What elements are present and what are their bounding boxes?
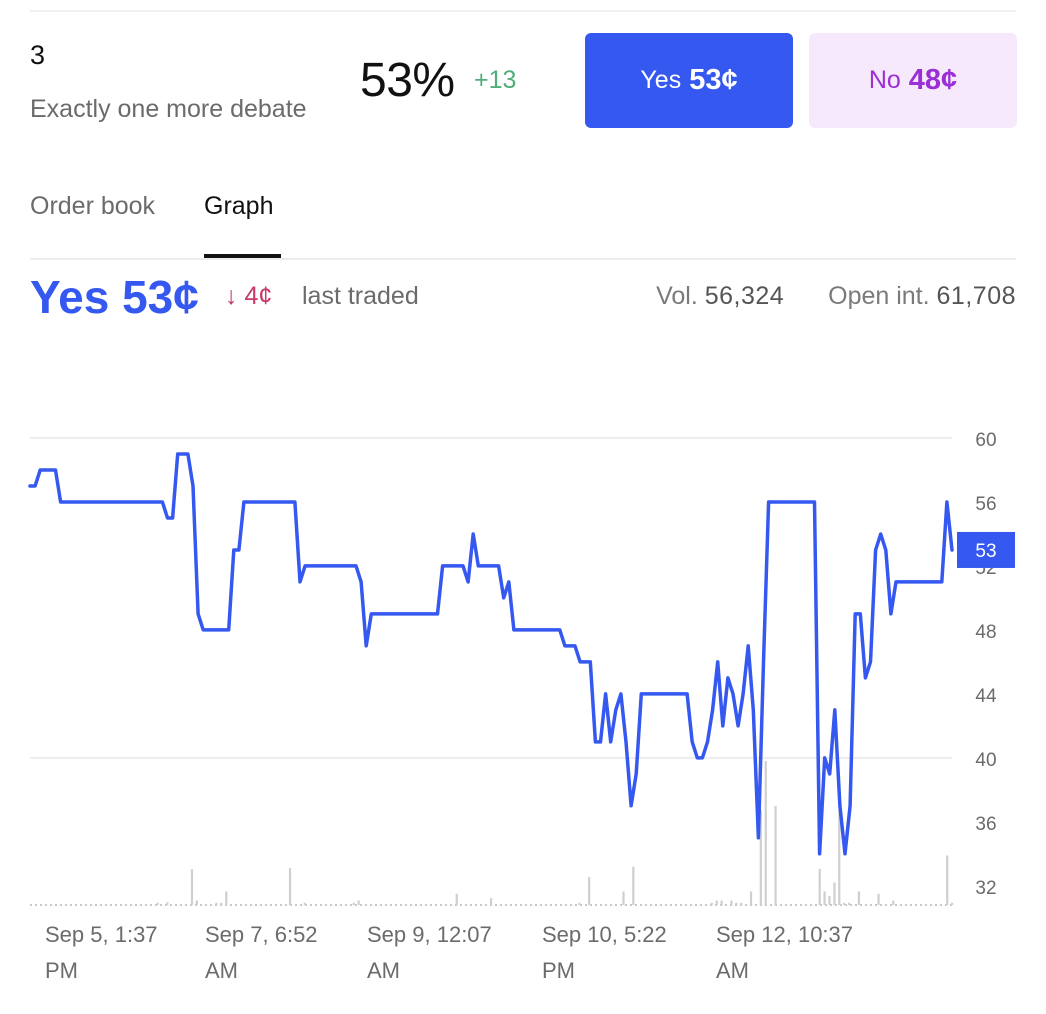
current-price-badge (957, 531, 1015, 568)
volume-bar (838, 810, 841, 905)
volume-bar (857, 891, 861, 905)
volume-bar (622, 891, 625, 905)
y-tick-label: 36 (975, 814, 996, 835)
outcome-number: 3 (30, 40, 46, 70)
volume-bar (774, 806, 777, 905)
volume-bar (715, 900, 718, 905)
volume-label: Vol. (656, 282, 698, 310)
volume-bar (166, 902, 169, 905)
volume-bar (352, 902, 355, 905)
open-interest-value: 61,708 (936, 282, 1016, 310)
volume-bar (735, 902, 738, 905)
volume-bar (823, 891, 826, 905)
y-tick-label: 32 (975, 878, 996, 899)
yes-label: Yes (640, 66, 682, 94)
tab-graph[interactable]: Graph (204, 192, 274, 220)
volume-bar (764, 761, 767, 905)
volume-bar (455, 893, 458, 905)
volume-bar (490, 898, 493, 905)
x-tick-label: Sep 10, 5:22 (542, 922, 667, 947)
volume-value: 56,324 (704, 282, 785, 310)
x-tick-label: Sep 12, 10:37 (716, 922, 853, 947)
current-price-label: 53 (975, 541, 996, 562)
volume-bar (578, 902, 581, 905)
volume-bar (195, 900, 198, 905)
volume-bar (749, 891, 753, 905)
y-tick-label: 44 (975, 686, 997, 707)
y-tick-label: 56 (975, 494, 996, 515)
volume-bar (892, 900, 895, 905)
volume-bar (288, 868, 292, 905)
price-change: ↓ 4¢ (225, 282, 273, 310)
volume-bar (759, 810, 762, 905)
x-tick-label: Sep 9, 12:07 (367, 922, 492, 947)
active-tab-indicator (204, 254, 281, 258)
outcome-title: Exactly one more debate (30, 95, 307, 123)
top-divider (30, 10, 1016, 12)
volume-bar (720, 900, 723, 905)
last-price: Yes 53¢ (30, 271, 199, 323)
chance-change: +13 (474, 66, 517, 94)
x-tick-label: Sep 7, 6:52 (205, 922, 318, 947)
volume-bar (710, 902, 713, 905)
volume-bar (225, 891, 228, 905)
y-tick-label: 60 (975, 430, 996, 451)
volume-bar (877, 893, 880, 905)
last-traded-label: last traded (302, 282, 419, 310)
volume-bar (632, 866, 635, 905)
volume-bar (951, 902, 954, 905)
open-interest-label: Open int. (828, 282, 930, 310)
buy-no-button[interactable]: No 48¢ (809, 33, 1017, 128)
volume-bar (730, 900, 733, 905)
volume-bar (588, 877, 591, 905)
x-tick-label: AM (205, 958, 238, 983)
volume-bar (843, 902, 846, 905)
x-tick-label: PM (542, 958, 575, 983)
x-tick-label: AM (367, 958, 400, 983)
volume-bar (215, 902, 218, 905)
no-label: No (868, 66, 901, 94)
volume-bar (848, 902, 851, 905)
volume-bar (357, 900, 360, 905)
y-tick-label: 40 (975, 750, 996, 771)
x-tick-label: PM (45, 958, 78, 983)
x-tick-label: AM (716, 958, 749, 983)
volume-bar (833, 882, 836, 905)
chance-percent: 53% (360, 54, 455, 107)
volume-bar (828, 896, 831, 905)
buy-yes-button[interactable]: Yes 53¢ (585, 33, 793, 128)
volume-bar (740, 902, 743, 905)
volume-bar (220, 902, 223, 905)
price-line (28, 452, 954, 856)
volume-bar (190, 869, 194, 905)
no-price: 48¢ (908, 64, 958, 96)
volume-bar (156, 902, 159, 905)
yes-price: 53¢ (689, 64, 738, 96)
tab-order-book[interactable]: Order book (30, 192, 156, 220)
volume-bar (818, 869, 821, 905)
volume-bar (303, 902, 306, 905)
market-stats: Vol. 56,324 Open int. 61,708 (656, 282, 1016, 311)
tabs-divider (30, 258, 1016, 260)
y-tick-label: 48 (975, 622, 996, 643)
volume-bar (946, 855, 949, 905)
x-tick-label: Sep 5, 1:37 (45, 922, 158, 947)
